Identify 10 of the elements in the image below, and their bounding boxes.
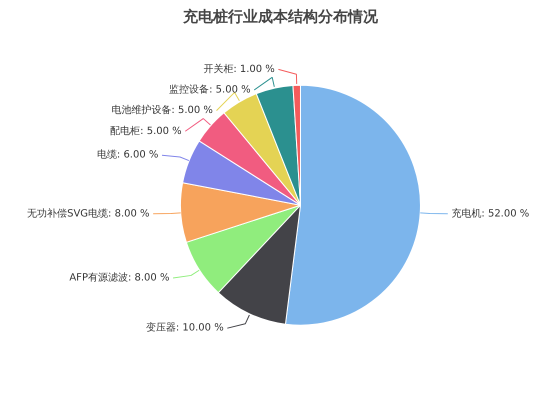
slice-label: 变压器: 10.00 % (146, 322, 224, 334)
slice-label: 无功补偿SVG电缆: 8.00 % (27, 207, 150, 220)
slice-label: 充电机: 52.00 % (451, 207, 530, 220)
slice-label: 开关柜: 1.00 % (203, 62, 275, 75)
slice-label: AFP有源滤波: 8.00 % (69, 272, 170, 284)
slice-label: 电池维护设备: 5.00 % (111, 104, 213, 116)
chart-title: 充电桩行业成本结构分布情况 (182, 8, 379, 26)
slice-label: 配电柜: 5.00 % (110, 124, 182, 137)
slice-label: 电缆: 6.00 % (96, 148, 158, 161)
slice-label: 监控设备: 5.00 % (169, 84, 251, 96)
